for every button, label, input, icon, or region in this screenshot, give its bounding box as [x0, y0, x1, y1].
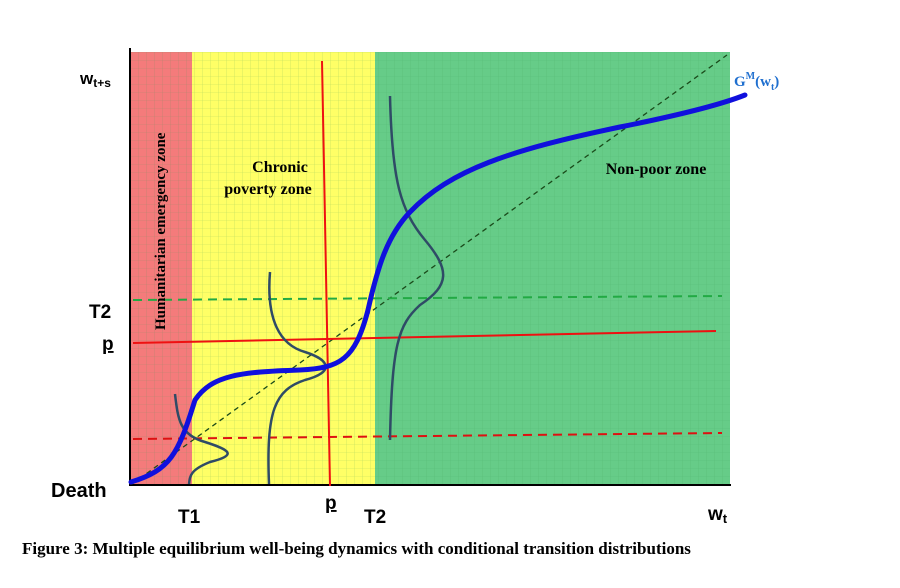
- figure-caption: Figure 3: Multiple equilibrium well-bein…: [22, 539, 691, 558]
- zone-grid: [130, 52, 730, 484]
- y-axis-label: wt+s: [79, 69, 111, 90]
- x-axis-label: wt: [707, 504, 728, 526]
- x-tick-t1: T1: [178, 507, 201, 528]
- humanitarian-zone-label: Humanitarian emergency zone: [153, 132, 169, 330]
- distribution-low: [173, 393, 229, 485]
- poverty-line-horizontal: [132, 330, 717, 344]
- t2-threshold-line: [132, 295, 723, 301]
- curve-label: GM(wt): [734, 71, 779, 93]
- figure: GM(wt) Humanitarian emergency zone Chron…: [51, 48, 779, 528]
- y-tick-p: p: [102, 334, 114, 355]
- nonpoor-zone-label: Non-poor zone: [606, 161, 707, 178]
- t1-threshold-line: [132, 432, 723, 440]
- gm-curve: [128, 92, 748, 485]
- origin-label: Death: [51, 480, 107, 502]
- distribution-high: [388, 95, 445, 441]
- poverty-line-vertical: [321, 60, 331, 487]
- chronic-zone-label-line2: poverty zone: [224, 181, 312, 198]
- x-tick-t2: T2: [364, 507, 386, 528]
- x-tick-p: p: [325, 493, 337, 514]
- chronic-zone-label-line1: Chronic: [252, 159, 308, 176]
- y-tick-t2: T2: [89, 302, 111, 323]
